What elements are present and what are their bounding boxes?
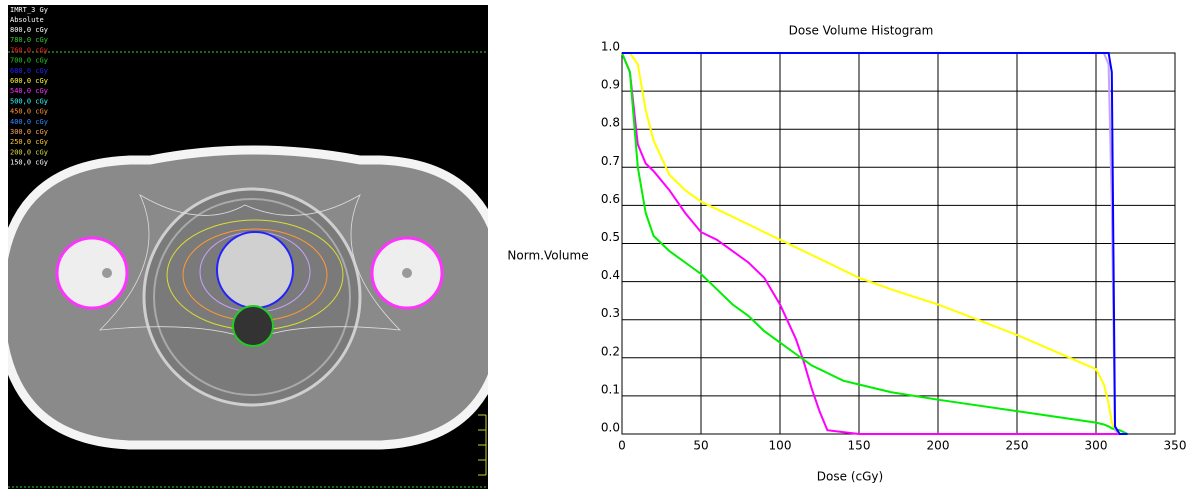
isodose-label: 540,0 cGy	[10, 87, 48, 95]
page: IMRT_3 Gy Absolute Dose Volume Histogram…	[0, 0, 1196, 491]
mode-label: Absolute	[10, 16, 44, 24]
ct-image: IMRT_3 Gy Absolute	[0, 5, 505, 489]
y-tick-label: 0.9	[601, 78, 620, 92]
screen: IMRT_3 Gy Absolute Dose Volume Histogram…	[0, 0, 1196, 491]
x-tick-label: 200	[927, 439, 950, 453]
y-tick-label: 0.7	[601, 154, 620, 168]
isodose-label: 600,0 cGy	[10, 77, 48, 85]
y-tick-label: 0.8	[601, 116, 620, 130]
isodose-label: 800,0 cGy	[10, 26, 48, 34]
isodose-label: 250,0 cGy	[10, 138, 48, 146]
y-tick-label: 1.0	[601, 40, 620, 54]
x-axis-label: Dose (cGy)	[817, 470, 883, 484]
y-tick-label: 0.6	[601, 192, 620, 206]
isodose-label: 780,0 cGy	[10, 36, 48, 44]
isodose-label: 680,0 cGy	[10, 67, 48, 75]
y-tick-label: 0.0	[601, 421, 620, 435]
x-tick-label: 150	[848, 439, 871, 453]
isodose-label: 450,0 cGy	[10, 108, 48, 116]
x-tick-label: 350	[1164, 439, 1187, 453]
x-tick-label: 0	[618, 439, 626, 453]
y-tick-label: 0.4	[601, 268, 620, 282]
y-tick-label: 0.1	[601, 382, 620, 396]
y-tick-label: 0.2	[601, 344, 620, 358]
x-tick-label: 250	[1006, 439, 1029, 453]
isodose-label: 500,0 cGy	[10, 97, 48, 105]
isodose-label: 200,0 cGy	[10, 148, 48, 156]
y-tick-label: 0.5	[601, 230, 620, 244]
isodose-label: 700,0 cGy	[10, 57, 48, 65]
plan-label: IMRT_3 Gy	[10, 6, 48, 14]
isodose-label: 760,0 cGy	[10, 46, 48, 54]
x-tick-label: 50	[693, 439, 708, 453]
y-axis-label: Norm.Volume	[507, 249, 588, 263]
isodose-label: 400,0 cGy	[10, 118, 48, 126]
x-tick-label: 100	[769, 439, 792, 453]
y-tick-label: 0.3	[601, 306, 620, 320]
isodose-label: 150,0 cGy	[10, 159, 48, 167]
x-tick-label: 300	[1085, 439, 1108, 453]
chart-title: Dose Volume Histogram	[789, 24, 934, 38]
isodose-label: 300,0 cGy	[10, 128, 48, 136]
